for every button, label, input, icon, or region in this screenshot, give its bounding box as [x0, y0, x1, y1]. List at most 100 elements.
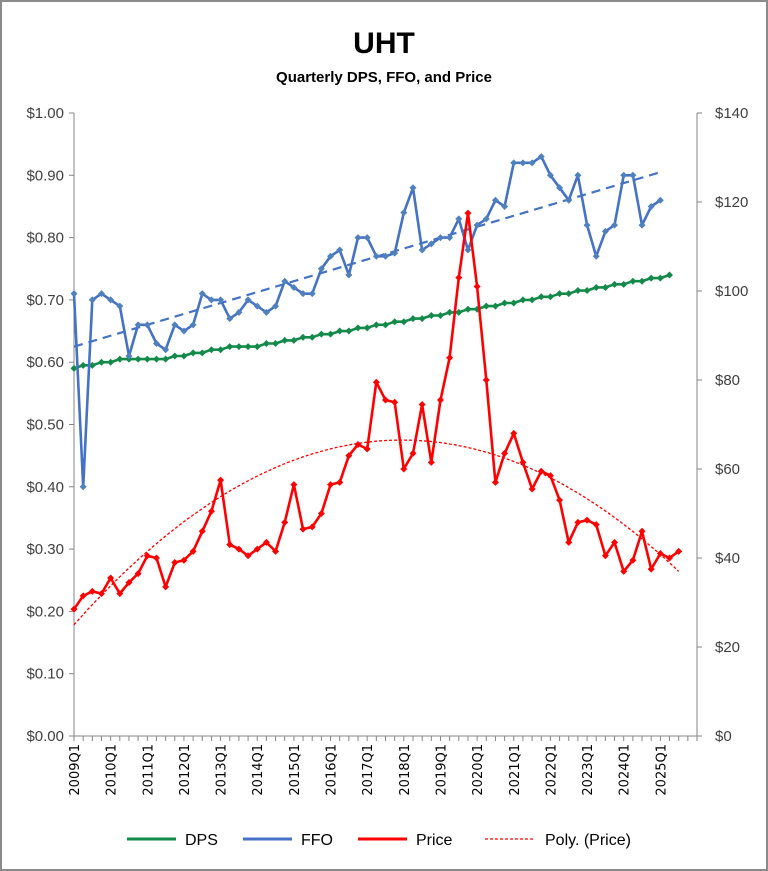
- data-point-price: [253, 545, 261, 553]
- data-point-price: [666, 554, 674, 562]
- data-point-price: [436, 396, 444, 404]
- y-left-tick-label: $0.40: [26, 479, 64, 496]
- data-point-ffo: [546, 171, 554, 179]
- data-point-dps: [611, 280, 619, 288]
- data-point-ffo: [226, 315, 234, 323]
- data-point-dps: [290, 336, 298, 344]
- data-point-dps: [244, 343, 252, 351]
- data-point-price: [427, 458, 435, 466]
- data-point-ffo: [290, 283, 298, 291]
- y-left-tick-label: $0.10: [26, 666, 64, 683]
- x-tick-label: 2017Q1: [361, 744, 376, 796]
- data-point-ffo: [198, 290, 206, 298]
- data-point-ffo: [372, 252, 380, 260]
- data-point-price: [464, 209, 472, 217]
- data-point-ffo: [473, 221, 481, 229]
- data-point-ffo: [299, 290, 307, 298]
- data-point-dps: [299, 333, 307, 341]
- data-point-ffo: [629, 171, 637, 179]
- legend-label-ffo: FFO: [301, 832, 333, 849]
- data-point-dps: [620, 280, 628, 288]
- data-point-price: [482, 376, 490, 384]
- data-point-price: [391, 398, 399, 406]
- data-point-dps: [143, 355, 151, 363]
- data-point-ffo: [235, 308, 243, 316]
- data-point-ffo: [409, 184, 417, 192]
- legend-item-poly-price[interactable]: Poly. (Price): [485, 832, 631, 849]
- data-point-ffo: [143, 321, 151, 329]
- data-point-ffo: [281, 277, 289, 285]
- data-point-ffo: [317, 265, 325, 273]
- data-point-ffo: [528, 159, 536, 167]
- data-point-price: [308, 523, 316, 531]
- data-point-price: [400, 465, 408, 473]
- data-point-price: [510, 429, 518, 437]
- y-right-tick-label: $40: [715, 550, 740, 567]
- data-point-dps: [262, 340, 270, 348]
- x-tick-label: 2015Q1: [288, 744, 303, 796]
- data-point-price: [537, 467, 545, 475]
- data-point-ffo: [207, 296, 215, 304]
- data-point-dps: [546, 293, 554, 301]
- data-point-ffo: [436, 234, 444, 242]
- data-point-price: [317, 510, 325, 517]
- data-point-price: [592, 521, 600, 529]
- y-right-tick-label: $20: [715, 639, 740, 656]
- data-point-dps: [491, 302, 499, 310]
- data-point-ffo: [308, 290, 316, 298]
- data-point-dps: [455, 308, 463, 316]
- legend-item-price[interactable]: Price: [358, 832, 453, 849]
- legend-item-ffo[interactable]: FFO: [243, 832, 333, 849]
- data-point-ffo: [97, 290, 105, 298]
- data-point-price: [611, 538, 619, 546]
- data-point-price: [345, 452, 353, 460]
- data-point-dps: [162, 355, 170, 363]
- data-point-price: [372, 378, 380, 386]
- legend-item-dps[interactable]: DPS: [127, 832, 218, 849]
- data-point-ffo: [244, 296, 252, 304]
- data-point-dps: [107, 358, 115, 366]
- data-point-ffo: [88, 296, 96, 304]
- data-point-price: [501, 449, 509, 457]
- y-right-tick-label: $0: [715, 728, 732, 745]
- data-point-dps: [235, 343, 243, 351]
- plot-area: [70, 153, 683, 626]
- data-point-ffo: [620, 171, 628, 179]
- data-point-price: [382, 396, 389, 404]
- data-point-price: [226, 541, 234, 549]
- data-point-price: [180, 556, 188, 564]
- data-point-ffo: [70, 290, 78, 298]
- series-price: [70, 209, 683, 613]
- data-point-dps: [583, 287, 591, 295]
- data-point-dps: [327, 330, 335, 338]
- data-point-dps: [647, 274, 655, 282]
- data-point-ffo: [134, 321, 142, 329]
- data-point-ffo: [382, 252, 389, 260]
- data-point-price: [207, 507, 215, 515]
- data-point-dps: [198, 349, 206, 357]
- data-point-price: [455, 274, 463, 282]
- data-point-ffo: [638, 221, 646, 229]
- y-right-tick-label: $120: [715, 194, 748, 211]
- data-point-dps: [574, 287, 582, 295]
- data-point-dps: [409, 315, 417, 323]
- data-point-price: [244, 552, 252, 560]
- legend-label-price: Price: [416, 832, 453, 849]
- data-point-dps: [601, 283, 609, 291]
- y-left-tick-label: $0.30: [26, 541, 64, 558]
- x-tick-label: 2009Q1: [68, 744, 83, 796]
- data-point-ffo: [79, 483, 87, 491]
- data-point-dps: [592, 283, 600, 291]
- data-point-price: [217, 476, 225, 484]
- data-point-dps: [638, 277, 646, 285]
- data-point-dps: [79, 361, 87, 369]
- data-point-ffo: [391, 249, 399, 257]
- data-point-dps: [317, 330, 325, 338]
- data-point-price: [262, 538, 270, 546]
- data-point-price: [116, 590, 124, 598]
- data-point-dps: [418, 315, 426, 323]
- data-point-ffo: [171, 321, 179, 329]
- data-point-ffo: [418, 246, 426, 254]
- data-point-price: [601, 552, 609, 560]
